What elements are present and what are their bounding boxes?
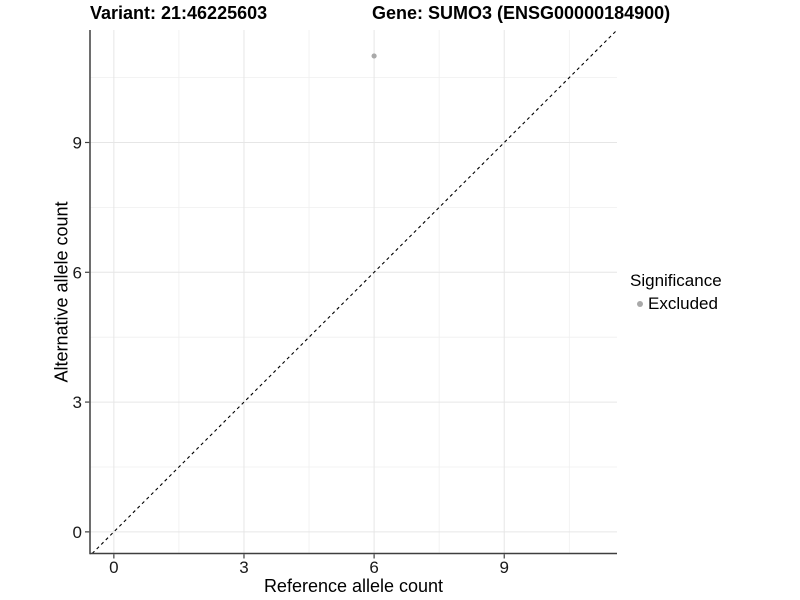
- plot-title-gene: Gene: SUMO3 (ENSG00000184900): [372, 3, 671, 23]
- y-tick-label: 0: [73, 523, 82, 542]
- x-tick-label: 9: [499, 558, 508, 577]
- y-tick-label: 6: [73, 263, 82, 282]
- x-tick-label: 6: [369, 558, 378, 577]
- x-axis-label: Reference allele count: [263, 576, 444, 596]
- y-tick-label: 9: [73, 133, 82, 152]
- x-tick-label: 0: [109, 558, 118, 577]
- legend-marker-circle-icon: [637, 301, 643, 307]
- legend-item-excluded: Excluded: [630, 294, 722, 314]
- data-point: [371, 53, 377, 59]
- identity-line: [91, 29, 618, 554]
- legend-item-label: Excluded: [648, 294, 718, 313]
- y-axis-label: Alternative allele count: [51, 201, 72, 383]
- y-tick-label: 3: [73, 393, 82, 412]
- x-tick-label: 3: [239, 558, 248, 577]
- legend-title: Significance: [630, 271, 722, 290]
- plot-title-variant: Variant: 21:46225603: [90, 3, 268, 23]
- legend: Significance Excluded: [630, 271, 722, 314]
